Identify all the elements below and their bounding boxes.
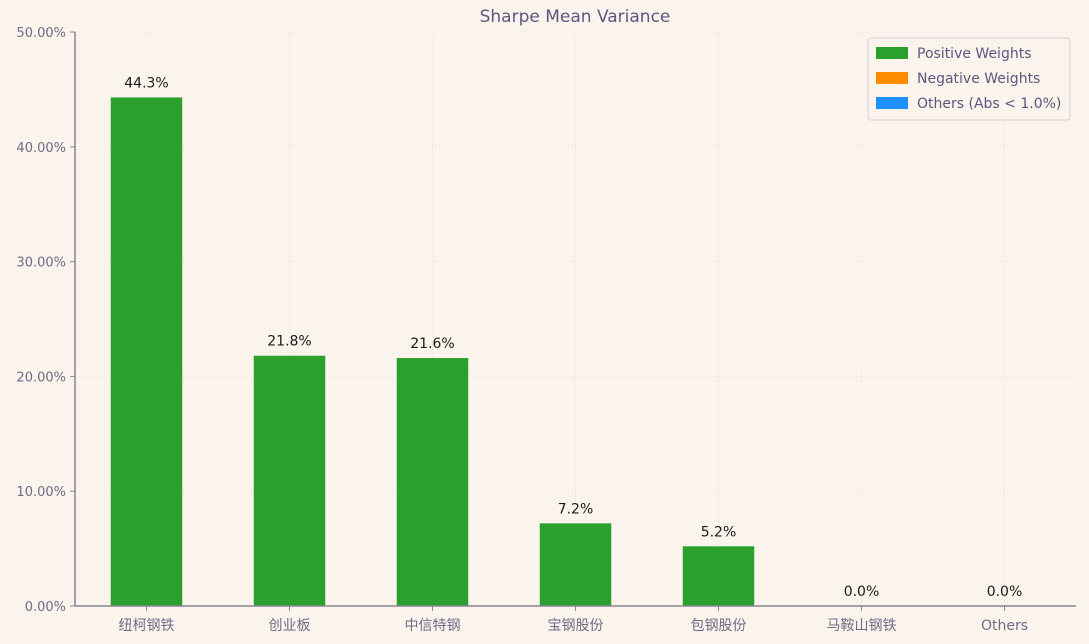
y-tick-label: 20.00% (16, 370, 66, 385)
bar (110, 97, 183, 606)
x-tick-label: 宝钢股份 (548, 618, 604, 634)
x-tick-label: Others (981, 618, 1028, 634)
legend-label: Positive Weights (917, 46, 1032, 62)
y-tick-label: 10.00% (16, 485, 66, 500)
legend-swatch (876, 97, 908, 109)
axes: 0.00% 10.00% 20.00% 30.00% 40.00% 50.00% 纽柯钢铁 创… (16, 26, 1076, 634)
x-tick-label: 创业板 (269, 618, 311, 634)
bar (396, 358, 469, 606)
x-tick-label: 马鞍山钢铁 (827, 618, 897, 634)
y-tick-label: 30.00% (16, 256, 66, 271)
bar-value-label: 0.0% (844, 584, 880, 600)
legend-label: Others (Abs < 1.0%) (917, 96, 1061, 112)
legend-label: Negative Weights (917, 71, 1040, 87)
grid (75, 31, 1076, 606)
x-tick-label: 中信特钢 (405, 618, 461, 634)
x-tick-label: 包钢股份 (691, 618, 747, 634)
bar-value-label: 44.3% (124, 75, 168, 91)
x-tick-label: 纽柯钢铁 (119, 618, 175, 634)
y-tick-label: 40.00% (16, 141, 66, 156)
bar-value-label: 7.2% (558, 501, 594, 517)
legend-swatch (876, 47, 908, 59)
legend: Positive Weights Negative Weights Others (… (867, 37, 1071, 121)
bar-value-label: 0.0% (987, 584, 1023, 600)
y-tick-label: 0.00% (25, 600, 66, 615)
legend-box (867, 37, 1071, 121)
y-tick-label: 50.00% (16, 26, 66, 41)
bar-value-label: 5.2% (701, 524, 737, 540)
bar (539, 523, 612, 606)
bar (253, 355, 326, 606)
bars: 44.3% 21.8% 21.6% 7.2% 5.2% 0.0% 0.0% (110, 75, 1023, 606)
chart-title: Sharpe Mean Variance (480, 7, 671, 27)
bar-value-label: 21.6% (410, 336, 454, 352)
bar (682, 546, 755, 606)
legend-swatch (876, 72, 908, 84)
bar-value-label: 21.8% (267, 334, 311, 350)
